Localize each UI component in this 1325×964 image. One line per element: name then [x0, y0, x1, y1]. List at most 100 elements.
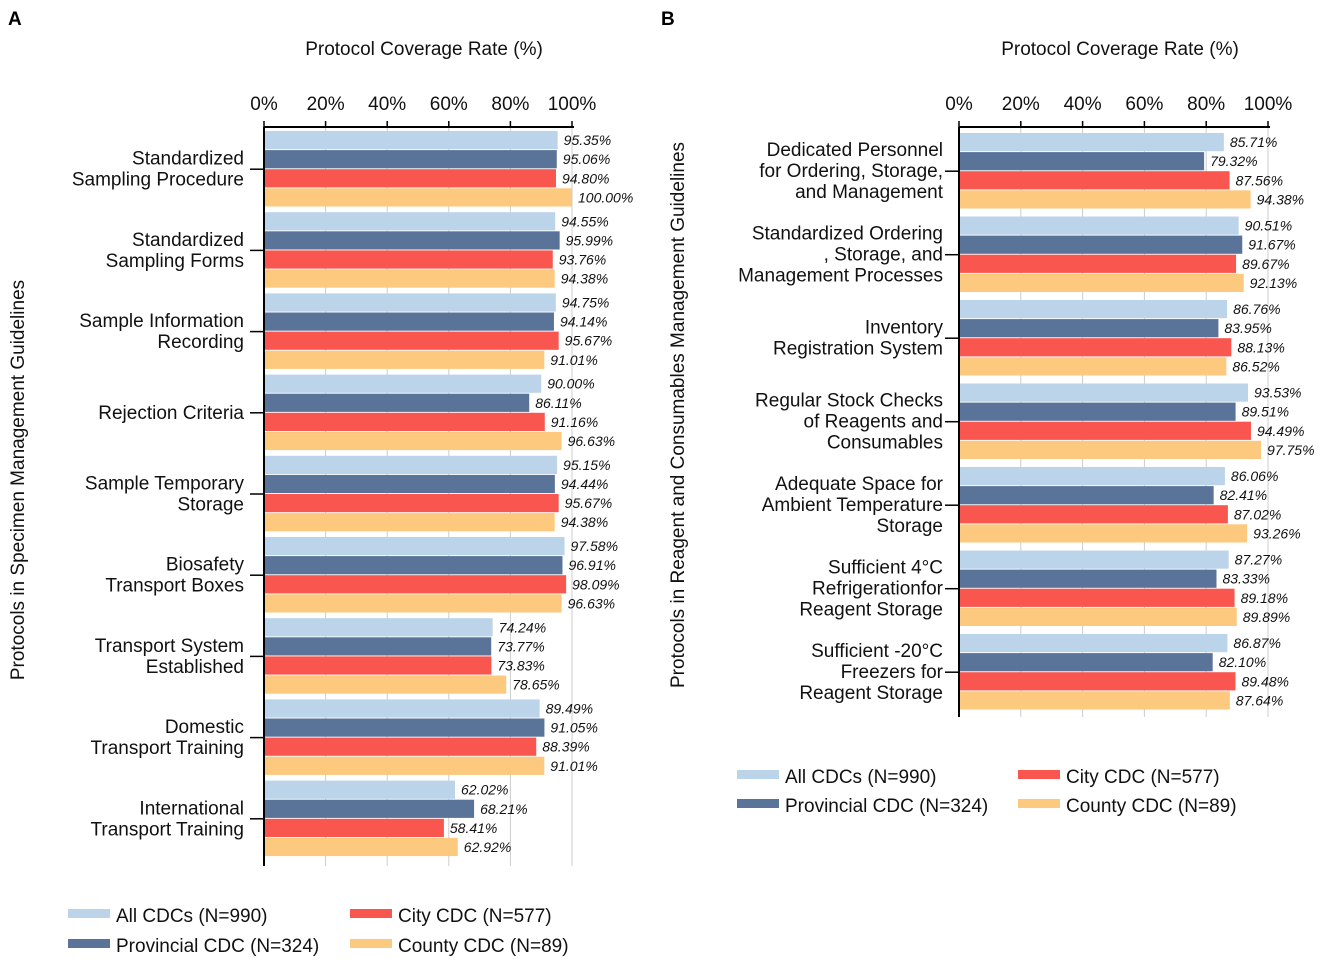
bar-county	[959, 273, 1244, 292]
legend-swatch-city	[1018, 770, 1060, 779]
category-label: Standardized Ordering	[752, 224, 943, 245]
value-label-county: 78.65%	[512, 677, 559, 693]
value-label-provincial: 83.95%	[1224, 320, 1271, 336]
value-label-provincial: 79.32%	[1210, 153, 1257, 169]
category-label: Domestic	[165, 717, 244, 738]
value-label-city: 88.39%	[542, 739, 589, 755]
value-label-provincial: 94.44%	[561, 476, 608, 492]
value-label-city: 93.76%	[559, 252, 606, 268]
x-axis-title: Protocol Coverage Rate (%)	[305, 39, 543, 60]
bar-provincial	[264, 474, 555, 494]
bar-city	[959, 588, 1235, 607]
value-label-provincial: 94.14%	[560, 314, 607, 330]
value-label-county: 87.64%	[1236, 692, 1283, 708]
panel-letter: B	[661, 9, 675, 30]
bar-county	[264, 431, 562, 451]
legend-label-provincial: Provincial CDC (N=324)	[116, 936, 319, 957]
value-label-provincial: 82.10%	[1219, 654, 1266, 670]
category-label: Ambient Temperature	[762, 495, 943, 516]
value-label-county: 89.89%	[1243, 609, 1290, 625]
x-tick-label: 40%	[368, 94, 406, 115]
bar-county	[959, 190, 1251, 209]
x-tick-label: 0%	[945, 94, 973, 115]
bar-provincial	[264, 799, 475, 818]
value-label-city: 89.48%	[1241, 673, 1288, 689]
legend-label-all: All CDCs (N=990)	[116, 906, 268, 927]
value-label-city: 87.02%	[1234, 506, 1281, 522]
bar-all	[959, 550, 1229, 569]
legend-swatch-all	[737, 770, 779, 779]
value-label-city: 58.41%	[450, 820, 497, 836]
value-label-all: 90.00%	[547, 376, 594, 392]
x-tick-label: 60%	[1125, 94, 1163, 115]
value-label-all: 86.06%	[1231, 468, 1278, 484]
category-label: Adequate Space for	[775, 474, 944, 495]
value-label-county: 94.38%	[561, 514, 608, 530]
bar-city	[959, 505, 1228, 524]
value-label-city: 94.80%	[562, 170, 609, 186]
bar-all	[264, 699, 540, 718]
bar-county	[264, 675, 507, 694]
value-label-county: 62.92%	[464, 839, 511, 855]
value-label-all: 85.71%	[1230, 134, 1277, 150]
value-label-provincial: 86.11%	[535, 395, 581, 411]
category-label: Consumables	[827, 433, 943, 454]
value-label-county: 86.52%	[1232, 358, 1279, 374]
bar-all	[264, 455, 558, 474]
bar-provincial	[264, 718, 545, 737]
x-tick-label: 20%	[1002, 94, 1040, 115]
bar-provincial	[959, 569, 1217, 588]
bar-county	[264, 756, 545, 775]
bar-all	[264, 212, 556, 231]
value-label-all: 86.87%	[1233, 635, 1280, 651]
bar-provincial	[959, 235, 1243, 254]
category-label: Transport Boxes	[105, 576, 244, 597]
value-label-provincial: 82.41%	[1220, 487, 1267, 503]
value-label-all: 94.75%	[562, 295, 609, 311]
bar-all	[264, 618, 493, 637]
bar-city	[959, 171, 1230, 190]
category-label: of Reagents and	[804, 412, 943, 433]
panel-a: A Protocol Coverage Rate (%) 0% 20% 40% 60% 80…	[8, 9, 633, 957]
value-label-all: 90.51%	[1245, 218, 1292, 234]
x-tick-label: 20%	[307, 94, 345, 115]
category-label: Reagent Storage	[799, 600, 943, 621]
bar-city	[959, 421, 1251, 440]
value-label-provincial: 91.67%	[1248, 237, 1295, 253]
legend-swatch-all	[68, 909, 110, 918]
bar-provincial	[264, 312, 554, 331]
bar-city	[264, 575, 567, 594]
value-label-all: 95.15%	[563, 457, 610, 473]
legend-label-city: City CDC (N=577)	[398, 906, 552, 927]
bar-county	[959, 691, 1230, 710]
x-tick-label: 0%	[250, 94, 278, 115]
bar-city	[264, 412, 545, 431]
bar-provincial	[264, 556, 563, 575]
category-label: Registration System	[773, 339, 943, 360]
y-axis-title: Protocols in Specimen Management Guideli…	[8, 280, 29, 680]
x-tick-label: 100%	[1244, 94, 1293, 115]
bar-all	[264, 293, 556, 312]
x-tick-label: 80%	[1187, 94, 1225, 115]
legend-swatch-provincial	[68, 939, 110, 948]
value-label-city: 95.67%	[565, 333, 612, 349]
value-label-all: 87.27%	[1235, 552, 1282, 568]
legend-label-provincial: Provincial CDC (N=324)	[785, 796, 988, 817]
bar-city	[264, 737, 537, 756]
bar-city	[264, 169, 556, 188]
value-label-county: 96.63%	[568, 433, 615, 449]
value-label-provincial: 91.05%	[550, 720, 597, 736]
bar-provincial	[959, 319, 1219, 338]
category-label: Sample Temporary	[85, 474, 245, 495]
bar-all	[264, 537, 565, 556]
category-label: Rejection Criteria	[98, 403, 244, 424]
legend-label-county: County CDC (N=89)	[398, 936, 569, 957]
bar-provincial	[959, 486, 1214, 505]
x-tick-label: 60%	[430, 94, 468, 115]
category-label: Sampling Forms	[106, 251, 244, 272]
category-label: Inventory	[865, 318, 944, 339]
legend-label-all: All CDCs (N=990)	[785, 767, 937, 788]
value-label-city: 94.49%	[1257, 423, 1304, 439]
bar-city	[264, 656, 492, 675]
